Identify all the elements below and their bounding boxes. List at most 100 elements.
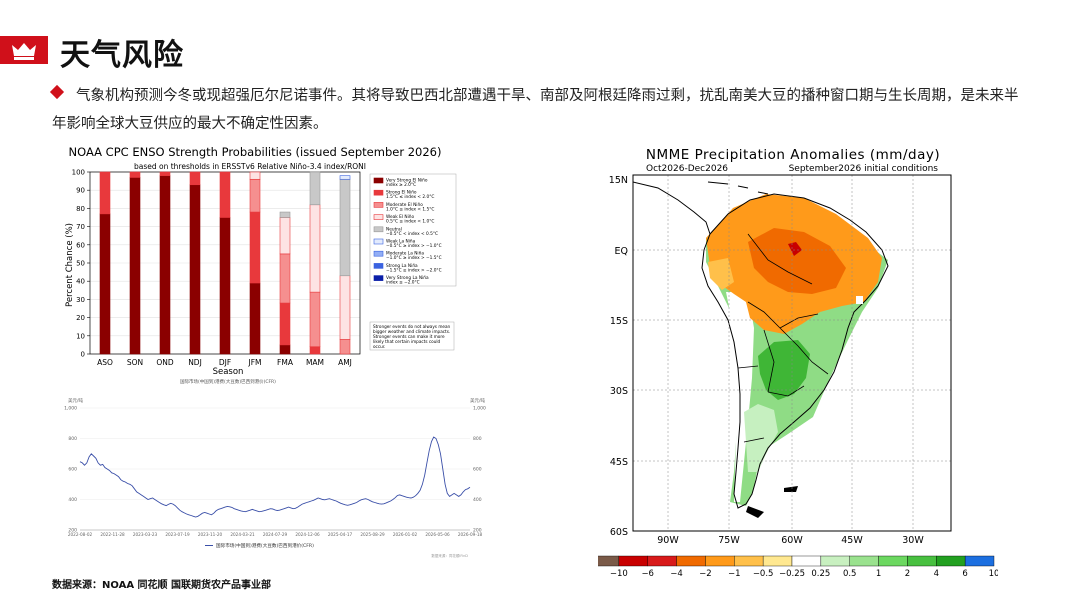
page-title: 天气风险 — [60, 38, 184, 73]
precip-strong-wet-region — [758, 340, 810, 400]
enso-y-tick-label: 70 — [76, 223, 85, 231]
enso-bar-segment — [99, 213, 111, 355]
precip-extreme-dry-core — [788, 242, 802, 256]
map-lat-label: 60S — [610, 527, 628, 538]
enso-legend-swatch — [373, 177, 384, 184]
price-line-series — [79, 436, 471, 518]
nmme-precipitation-map: NMME Precipitation Anomalies (mm/day) Oc… — [598, 147, 998, 579]
colorbar-segment — [618, 555, 648, 567]
colorbar-segment — [791, 555, 822, 567]
enso-bar-segment — [309, 171, 321, 206]
price-y-unit-right: 美元/吨 — [470, 397, 486, 404]
crown-icon — [12, 43, 36, 60]
enso-x-tick-label: DJF — [219, 358, 231, 367]
enso-bar-segment — [189, 184, 201, 355]
price-y-tick-label-right: 800 — [473, 436, 482, 442]
enso-legend-swatch — [373, 214, 384, 220]
price-x-tick-label: 2026-05-06 — [425, 532, 450, 537]
map-lat-label: 30S — [610, 386, 628, 397]
colorbar-tick-label: 10 — [989, 569, 998, 579]
enso-note-line: Stronger events can make it more — [373, 334, 445, 339]
enso-x-tick-label: SON — [127, 358, 143, 367]
price-y-tick-label-left: 1,000 — [64, 406, 77, 412]
price-x-tick-label: 2024-12-06 — [295, 532, 320, 537]
colorbar-tick-label: −0.25 — [779, 569, 805, 579]
price-x-tick-label: 2023-07-19 — [165, 532, 190, 537]
enso-bar-segment — [219, 171, 231, 218]
map-lat-label: 15N — [609, 175, 628, 186]
colorbar-segment — [907, 555, 937, 567]
enso-note-line: occur. — [373, 344, 386, 349]
map-lon-label: 45W — [841, 535, 863, 546]
enso-legend-desc: −1.5°C ≥ index > −2.0°C — [386, 267, 442, 273]
map-lat-label: 15S — [610, 316, 628, 327]
enso-legend-desc: 0.5°C ≤ index < 1.0°C — [386, 219, 434, 225]
enso-legend-desc: 1.5°C ≤ index < 2.0°C — [386, 194, 434, 200]
enso-legend-desc: −0.5°C < index < 0.5°C — [386, 231, 438, 237]
price-y-tick-label-right: 200 — [473, 528, 482, 534]
enso-legend-desc: −0.5°C ≥ index > −1.0°C — [386, 243, 442, 249]
colorbar-tick-label: 4 — [934, 569, 939, 579]
enso-y-tick-label: 20 — [76, 314, 85, 322]
enso-bar-segment — [309, 204, 321, 293]
enso-y-tick-label: 40 — [76, 278, 85, 286]
colorbar-segment — [647, 555, 677, 567]
colorbar-segment — [964, 555, 995, 567]
enso-chart-caption: 国际市场(中国到)港费(大豆数)巴西到港价(CFR) — [180, 378, 276, 385]
enso-bar-segment — [159, 175, 171, 355]
map-lon-label: 30W — [902, 535, 924, 546]
colorbar-segment — [705, 555, 735, 567]
colorbar-segment — [849, 555, 879, 567]
map-frame — [632, 174, 952, 532]
price-y-tick-label-left: 200 — [68, 528, 77, 534]
enso-note-line: likely that certain impacts could — [373, 339, 441, 344]
enso-y-axis-label: Percent Chance (%) — [65, 223, 75, 307]
enso-x-tick-label: JFM — [248, 358, 262, 367]
enso-chart-subtitle: based on thresholds in ERSSTv6 Relative … — [134, 162, 366, 171]
enso-y-tick-label: 80 — [76, 205, 85, 213]
enso-legend-label: Very Strong El Niño — [386, 178, 428, 184]
enso-legend-swatch — [373, 275, 384, 281]
colorbar-tick-label: −4 — [670, 569, 683, 579]
colorbar-tick-label: 1 — [876, 569, 881, 579]
price-x-tick-label: 2022-11-28 — [100, 532, 125, 537]
colorbar-tick-label: −1 — [728, 569, 741, 579]
colorbar-segment — [734, 555, 764, 567]
data-source-note: 数据来源：NOAA 同花顺 国联期货农产品事业部 — [52, 580, 272, 591]
precip-moderate-dry-edge — [708, 258, 734, 290]
price-x-tick-label: 2025-08-29 — [360, 532, 385, 537]
soybean-price-line-chart: 美元/吨 美元/吨 200 200 400 400 600 600 800 800 1,000 1,0… — [64, 397, 486, 558]
enso-legend-desc: −1.0°C ≥ index > −1.5°C — [386, 255, 442, 261]
price-chart-watermark: 数据来源：同花顺iFinD — [431, 553, 468, 558]
price-x-tick-label: 2022-08-02 — [68, 532, 93, 537]
price-y-tick-label-left: 800 — [68, 436, 77, 442]
price-x-tick-label: 2024-03-21 — [230, 532, 255, 537]
country-borders — [737, 233, 829, 443]
enso-bar-segment — [279, 344, 291, 355]
map-title: NMME Precipitation Anomalies (mm/day) — [646, 147, 940, 163]
enso-legend-label: Weak El Niño — [386, 214, 415, 220]
enso-y-tick-label: 50 — [76, 260, 85, 268]
price-legend-label: 国际市场(中国到)港费(大豆数)巴西到港价(CFR) — [216, 542, 314, 549]
enso-legend-swatch — [373, 263, 384, 269]
enso-bar-segment — [129, 177, 141, 355]
enso-bar-segment — [249, 282, 261, 355]
colorbar-segment — [598, 555, 620, 567]
enso-legend-label: Neutral — [386, 226, 402, 232]
colorbar-tick-label: 2 — [905, 569, 910, 579]
enso-legend-swatch — [373, 189, 384, 196]
enso-bar-segment — [309, 346, 321, 355]
enso-y-tick-label: 10 — [76, 332, 85, 340]
enso-legend-desc: index ≤ −2.0°C — [386, 280, 420, 286]
enso-legend-box — [369, 173, 457, 287]
colorbar-tick-label: −2 — [699, 569, 712, 579]
colorbar-tick-label: 0.5 — [843, 569, 857, 579]
enso-bar-segment — [279, 211, 291, 218]
body-paragraph: 气象机构预测今冬或现超强厄尔尼诺事件。其将导致巴西北部遭遇干旱、南部及阿根廷降雨… — [52, 88, 1019, 132]
colorbar-tick-label: −10 — [610, 569, 628, 579]
colorbar-segment — [936, 555, 966, 567]
enso-x-axis-label: Season — [213, 367, 244, 377]
south-america-coastline — [701, 193, 889, 509]
precip-mild-wet-south — [744, 404, 778, 472]
enso-bar-segment — [249, 171, 261, 180]
